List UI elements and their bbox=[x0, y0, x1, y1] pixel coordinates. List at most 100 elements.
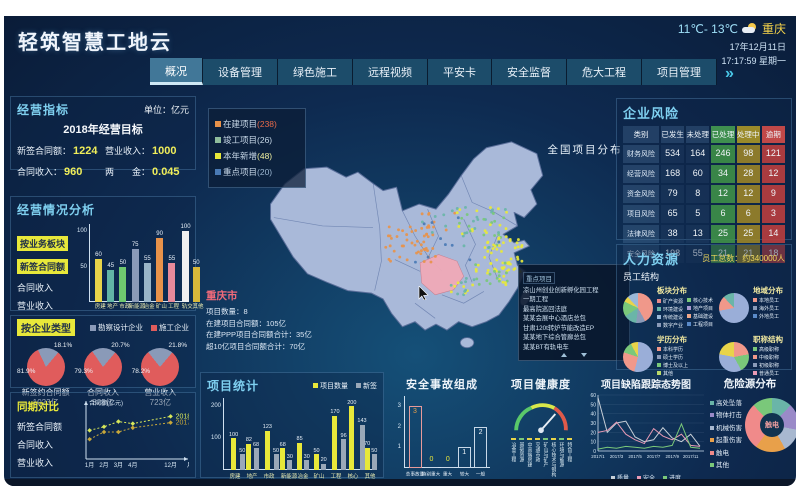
legend-label: 新签 bbox=[363, 382, 377, 390]
legend-item: 博士及以上 bbox=[657, 362, 688, 369]
tab-概况[interactable]: 概况 bbox=[150, 58, 203, 85]
map-legend-item[interactable]: 竣工项目 (26) bbox=[215, 134, 299, 146]
bar-value: 30 bbox=[286, 453, 293, 460]
legend-label: 海外员工 bbox=[759, 306, 780, 312]
row-label: 安全风险 bbox=[623, 245, 659, 263]
nav-more-icon[interactable]: » bbox=[725, 65, 734, 82]
key-project-item[interactable]: 凉山州创业创新孵化园工程 bbox=[523, 287, 599, 294]
bar: 0 特别重大 bbox=[422, 456, 441, 477]
bar: 55 冶金 bbox=[142, 256, 154, 309]
scroll-up-icon[interactable] bbox=[561, 353, 567, 358]
map-legend-item[interactable]: 本年新增 (48) bbox=[215, 150, 299, 162]
key-project-item[interactable]: 某某地下综合管廊总包 bbox=[523, 334, 586, 342]
bar-value: 55 bbox=[144, 256, 151, 262]
tab-项目管理[interactable]: 项目管理 bbox=[642, 59, 717, 85]
city-info-title: 重庆市 bbox=[206, 290, 238, 302]
hr-group-板块分布: 板块分布 矿产资源 环境建设 传统建设 数字产业 核心技术 地产项目 基础建设 工程项目 bbox=[623, 285, 713, 330]
bar-group: 123 50 市政 bbox=[263, 425, 279, 480]
panel-business-indicators: 经营指标 单位：亿元 2018年经营目标 新签合同额： 1224 营业收入： 1000… bbox=[10, 96, 196, 178]
health-category: 矿山与矿产 bbox=[542, 438, 548, 477]
bar-value: 170 bbox=[330, 409, 340, 416]
svg-text:50: 50 bbox=[590, 402, 596, 408]
bar-rect bbox=[297, 442, 303, 470]
filter-label[interactable]: 合同收入 bbox=[17, 283, 54, 293]
bar-rect bbox=[168, 263, 176, 302]
bar-rect bbox=[304, 460, 310, 470]
pie-sub-pct: 21.8% bbox=[168, 342, 187, 349]
bar-value: 0 bbox=[445, 456, 450, 463]
key-project-item[interactable]: 某某会展中心酒店总包 bbox=[523, 315, 586, 323]
svg-text:月份: 月份 bbox=[187, 461, 189, 469]
table-cell: 98 bbox=[736, 145, 760, 163]
bar-rect bbox=[182, 231, 190, 302]
hr-group-info: 职称结构 高级职称 中级职称 初级职称 普通员工 bbox=[753, 334, 783, 378]
tab-绿色施工[interactable]: 绿色施工 bbox=[278, 59, 353, 85]
filter-label[interactable]: 按业务板块 bbox=[17, 236, 69, 251]
tab-安全监督[interactable]: 安全监督 bbox=[492, 59, 567, 85]
health-category: 冶金工程 bbox=[510, 438, 516, 477]
bar: 1 较大 bbox=[457, 447, 471, 477]
key-project-item[interactable]: 甘肃120t转炉节能改造EP bbox=[523, 324, 595, 332]
table-cell: 534 bbox=[661, 145, 685, 163]
filter-营业收入[interactable]: 营业收入 bbox=[17, 458, 54, 468]
tick-mark bbox=[526, 438, 532, 440]
bar-rect bbox=[253, 448, 259, 470]
bar-rect bbox=[143, 263, 151, 302]
legend-swatch bbox=[657, 346, 661, 351]
table-cell: 5 bbox=[686, 205, 710, 223]
tab-平安卡[interactable]: 平安卡 bbox=[428, 59, 492, 85]
bar-value: 50 bbox=[313, 447, 320, 454]
bar-value: 20 bbox=[320, 457, 327, 464]
scroll-down-icon[interactable] bbox=[581, 353, 587, 358]
bar-value: 82 bbox=[245, 437, 252, 444]
bar-rect bbox=[321, 463, 327, 470]
key-project-item[interactable]: 某某BT有轨电车 bbox=[523, 343, 569, 351]
app-title: 轻筑智慧工地云 bbox=[18, 32, 172, 54]
legend-swatch bbox=[753, 346, 758, 351]
key-projects-title: 重点项目 bbox=[523, 272, 555, 284]
legend-label: 其他 bbox=[663, 370, 674, 377]
filter-label[interactable]: 新签合同额 bbox=[17, 259, 69, 274]
bar-rect bbox=[239, 454, 245, 470]
row-label: 资金风险 bbox=[623, 185, 659, 203]
filter-新签合同额[interactable]: 新签合同额 bbox=[17, 422, 63, 432]
map-legend-item[interactable]: 重点项目 (20) bbox=[215, 166, 299, 178]
svg-text:10: 10 bbox=[590, 440, 596, 446]
legend-swatch bbox=[657, 362, 661, 367]
bar-category: 较大 bbox=[459, 472, 469, 478]
bar-category: 重大 bbox=[443, 472, 453, 478]
enterprise-pie: 21.8% 78.2% 营业收入 723亿 bbox=[132, 342, 189, 409]
legend-label: 高处坠落 bbox=[716, 399, 742, 407]
filter-合同收入[interactable]: 合同收入 bbox=[17, 440, 54, 450]
filter-label[interactable]: 营业收入 bbox=[17, 301, 54, 311]
operation-filters: 按业务板块新签合同额合同收入营业收入 bbox=[17, 220, 73, 316]
bar-rect bbox=[107, 270, 115, 302]
legend-label: 地产项目 bbox=[693, 306, 714, 312]
tab-设备管理[interactable]: 设备管理 bbox=[203, 59, 278, 85]
bar: 200 bbox=[347, 400, 356, 470]
svg-text:2月: 2月 bbox=[100, 462, 109, 469]
legend-count: (20) bbox=[257, 167, 273, 177]
bar-value: 68 bbox=[253, 441, 260, 448]
tick-mark bbox=[534, 438, 540, 440]
pie-chart bbox=[141, 348, 180, 386]
key-project-item[interactable]: 最高院巡回法庭 bbox=[523, 305, 568, 313]
panel-title: 经营情况分析 bbox=[17, 203, 96, 217]
key-projects-tooltip: 重点项目 凉山州创业创新孵化园工程 一期工程 最高院巡回法庭某某会展中心酒店总包 甘肃… bbox=[518, 264, 630, 362]
table-cell: 12 bbox=[736, 185, 760, 203]
bar-rect bbox=[156, 238, 164, 302]
tab-远程视频[interactable]: 远程视频 bbox=[353, 59, 428, 85]
pie-label: 新签约合同额 1023亿 bbox=[17, 388, 74, 409]
tab-危大工程[interactable]: 危大工程 bbox=[567, 59, 642, 85]
legend-item: 项目数量 bbox=[313, 381, 348, 391]
health-category: 基础资源 bbox=[518, 438, 524, 477]
svg-text:3月: 3月 bbox=[114, 462, 123, 469]
bar-rect: 0 bbox=[424, 456, 438, 468]
map-legend-item[interactable]: 在建项目 (238) bbox=[215, 118, 299, 130]
panel-accidents: 安全事故组成 1 2 3 3 总事故量 0 特别重大 0 重大 1 较大 2 一般 bbox=[386, 372, 498, 478]
city-info-line: 项目数量：8 bbox=[206, 307, 248, 316]
legend-swatch bbox=[215, 121, 221, 127]
legend-count: (238) bbox=[257, 119, 277, 129]
legend-count: (26) bbox=[257, 135, 273, 145]
key-project-item[interactable]: 一期工程 bbox=[523, 296, 549, 304]
